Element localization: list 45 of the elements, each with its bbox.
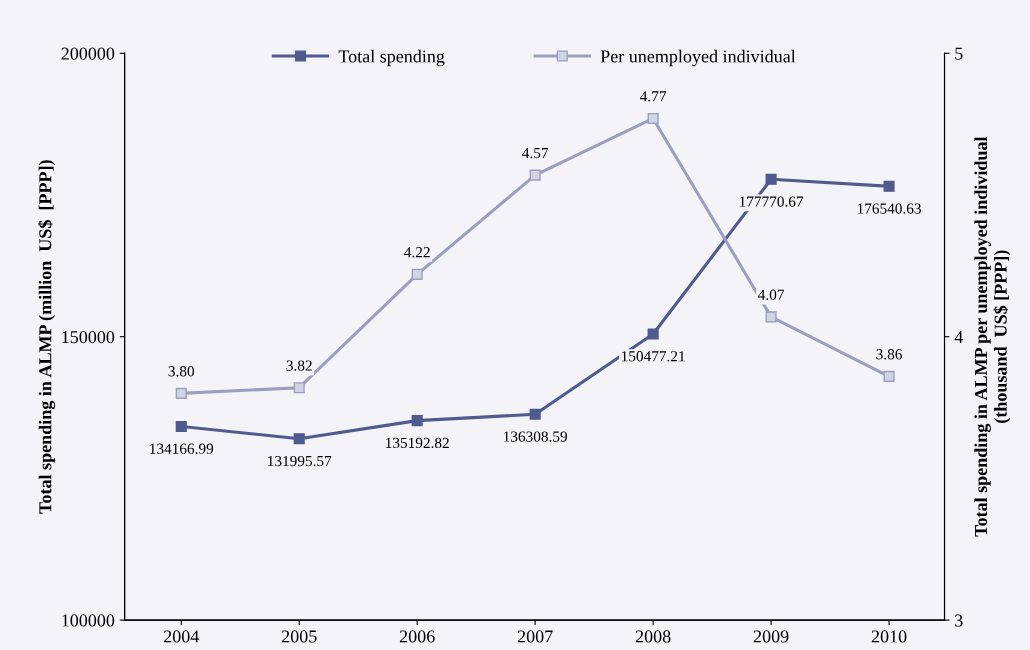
x-tick-label: 2006 [399, 630, 435, 643]
point [883, 370, 895, 382]
y2-tick-label: 5 [955, 47, 963, 60]
point [293, 382, 305, 394]
data-label: 150477.21 [622, 351, 685, 362]
data-label: 177770.67 [739, 196, 804, 207]
point [765, 173, 777, 185]
x-tick-label: 2008 [635, 630, 671, 643]
y2-axis-title: Total spending in ALMP per unemployed individual (thousand US$ [PPP]) [974, 136, 1011, 537]
data-label: 3.82 [286, 360, 312, 371]
data-label: 131995.57 [268, 455, 332, 467]
x-tick-label: 2005 [281, 630, 317, 643]
point [883, 180, 895, 192]
y-tick-label: 150000 [62, 330, 115, 344]
legend-label: Total spending [338, 49, 445, 67]
x-tick-label: 2009 [753, 630, 789, 643]
y2-tick-label: 4 [954, 331, 963, 343]
point [529, 169, 541, 181]
y-tick-label: 200000 [61, 47, 115, 60]
y2-tick-label: 3 [955, 614, 963, 627]
point [293, 433, 305, 445]
point [529, 408, 541, 420]
y-axis-title: Total spending in ALMP (million US$ [PPP]) [38, 160, 56, 514]
point [765, 311, 777, 323]
y-tick-label: 100000 [62, 614, 115, 627]
point [647, 112, 659, 125]
data-label: 4.22 [404, 247, 430, 258]
x-tick-label: 2007 [517, 630, 553, 643]
point [411, 415, 423, 427]
data-label: 4.57 [522, 147, 549, 159]
data-label: 136308.59 [504, 431, 567, 442]
data-label: 4.07 [758, 289, 785, 300]
data-label: 134166.99 [150, 443, 214, 454]
data-label: 176540.63 [857, 203, 921, 214]
legend-label: Per unemployed individual [600, 49, 796, 67]
data-label: 135192.82 [386, 437, 449, 449]
point [647, 328, 659, 340]
data-label: 4.77 [640, 91, 667, 102]
data-label: 3.80 [168, 366, 195, 377]
data-label: 3.86 [876, 349, 902, 360]
point [175, 420, 187, 432]
point [175, 387, 187, 399]
point [411, 268, 423, 280]
x-tick-label: 2004 [163, 630, 200, 643]
x-tick-label: 2010 [871, 630, 907, 643]
